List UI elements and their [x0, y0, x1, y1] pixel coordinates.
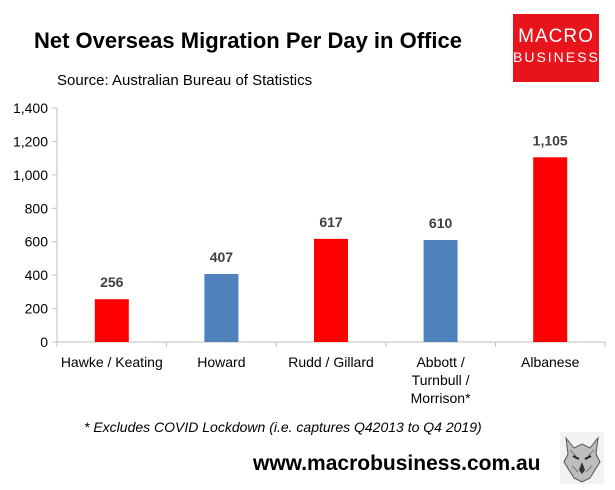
y-tick-label: 800 — [25, 200, 49, 216]
x-tick-label-line: Morrison* — [411, 390, 471, 406]
x-tick-label-line: Hawke / Keating — [61, 354, 163, 370]
x-tick-label-line: Turnbull / — [412, 372, 470, 388]
x-tick-label-line: Rudd / Gillard — [288, 354, 374, 370]
bar — [94, 299, 129, 342]
macrobusiness-logo: MACRO BUSINESS — [513, 14, 599, 82]
x-tick-label: Hawke / Keating — [61, 354, 163, 370]
data-label: 256 — [100, 274, 124, 290]
bar — [533, 157, 568, 342]
y-tick-label: 200 — [25, 301, 49, 317]
logo-line-1: MACRO — [518, 26, 594, 47]
y-tick-label: 1,400 — [13, 100, 48, 116]
x-tick-label: Howard — [197, 354, 245, 370]
website-url[interactable]: www.macrobusiness.com.au — [253, 452, 541, 475]
y-tick-label: 600 — [25, 234, 49, 250]
x-tick-label-line: Albanese — [521, 354, 580, 370]
y-tick-label: 1,000 — [13, 167, 48, 183]
y-tick-label: 0 — [40, 334, 48, 350]
wolf-logo-icon — [560, 432, 604, 484]
chart-title: Net Overseas Migration Per Day in Office — [34, 28, 462, 53]
bar — [423, 240, 458, 342]
data-label: 617 — [319, 214, 343, 230]
footnote: * Excludes COVID Lockdown (i.e. captures… — [84, 419, 482, 435]
data-label: 610 — [429, 215, 453, 231]
x-tick-label-line: Abbott / — [416, 354, 464, 370]
x-tick-label: Rudd / Gillard — [288, 354, 374, 370]
x-tick-label: Albanese — [521, 354, 580, 370]
data-label: 1,105 — [533, 132, 568, 148]
x-tick-label: Abbott / Turnbull / Morrison* — [411, 354, 471, 406]
data-label: 407 — [210, 249, 234, 265]
bar — [204, 273, 239, 342]
logo-line-2: BUSINESS — [513, 49, 600, 65]
chart-source: Source: Australian Bureau of Statistics — [57, 72, 313, 89]
y-tick-label: 400 — [25, 267, 49, 283]
x-tick-label-line: Howard — [197, 354, 245, 370]
bar — [314, 238, 348, 342]
y-tick-label: 1,200 — [13, 133, 48, 149]
